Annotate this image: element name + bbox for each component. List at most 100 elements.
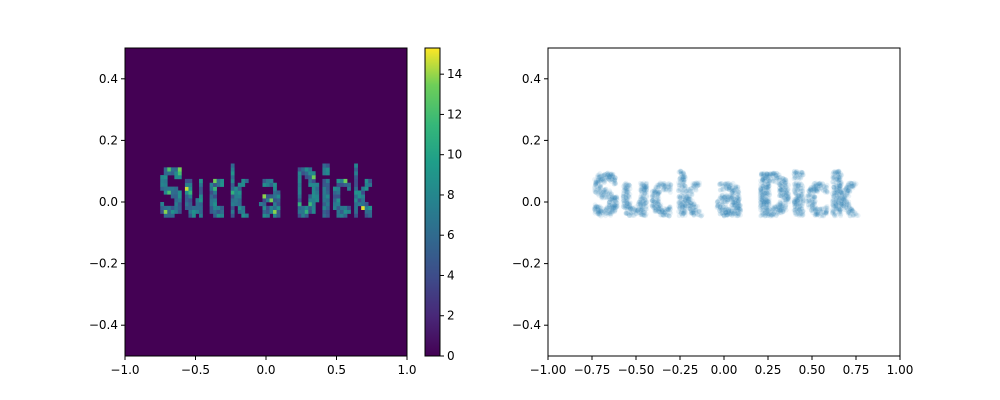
scatter-point <box>725 194 731 200</box>
heatmap-cell <box>325 167 330 172</box>
scatter-point <box>764 173 770 179</box>
scatter-point <box>776 204 781 210</box>
scatter-point <box>613 198 619 204</box>
heatmap-cell <box>325 213 330 218</box>
scatter-point <box>603 210 609 216</box>
scatter-point <box>684 200 690 206</box>
scatter-point <box>778 200 784 206</box>
scatter-point <box>655 204 661 210</box>
heatmap-cell <box>199 194 203 199</box>
scatter-point <box>655 199 661 204</box>
scatter-point <box>658 204 663 210</box>
scatter-point <box>803 195 809 201</box>
scatter-point <box>628 206 634 212</box>
scatter-point <box>655 191 661 197</box>
scatter-point <box>642 191 648 197</box>
scatter-point <box>598 176 604 182</box>
scatter-point <box>625 189 631 195</box>
heatmap-cell <box>354 213 358 218</box>
scatter-point <box>849 183 855 189</box>
scatter-point <box>715 203 721 209</box>
scatter-point <box>625 193 631 198</box>
scatter-point <box>625 200 631 205</box>
scatter-point <box>778 210 783 216</box>
scatter-point <box>809 203 815 209</box>
heatmap-cell <box>237 194 242 199</box>
scatter-point <box>691 201 697 207</box>
scatter-point <box>824 207 830 213</box>
scatter-point <box>833 200 839 205</box>
scatter-point <box>639 207 644 213</box>
scatter-point <box>780 209 786 215</box>
scatter-point <box>812 208 818 213</box>
scatter-point <box>609 209 615 215</box>
heatmap-cell <box>184 202 189 207</box>
scatter-point <box>682 205 687 210</box>
scatter-point <box>695 212 701 218</box>
scatter-point <box>839 197 845 203</box>
heatmap-cell <box>230 186 235 191</box>
scatter-point <box>668 210 674 216</box>
scatter-point <box>767 192 773 198</box>
scatter-point <box>600 206 606 212</box>
scatter-point <box>832 212 838 218</box>
scatter-point <box>607 199 613 205</box>
scatter-point <box>593 179 598 185</box>
scatter-point <box>595 211 601 217</box>
scatter-point <box>612 179 618 185</box>
scatter-point <box>836 203 842 209</box>
scatter-point <box>630 213 636 218</box>
scatter-point <box>831 208 837 214</box>
scatter-point <box>650 201 656 207</box>
scatter-point <box>812 194 818 199</box>
scatter-point <box>782 180 788 186</box>
scatter-point <box>727 183 732 189</box>
heatmap-cell <box>213 182 217 187</box>
heatmap-cell <box>297 190 302 195</box>
colorbar-tick-label: 6 <box>447 228 455 242</box>
scatter-point <box>607 173 613 179</box>
scatter-point <box>650 198 656 203</box>
scatter-point <box>605 172 611 178</box>
scatter-point <box>836 169 842 175</box>
scatter-point <box>629 213 634 218</box>
scatter-point <box>614 204 619 210</box>
heatmap-cell <box>216 205 221 210</box>
scatter-point <box>680 175 686 181</box>
scatter-point <box>649 189 655 195</box>
scatter-point <box>792 208 798 213</box>
heatmap-cell <box>163 213 168 218</box>
scatter-point <box>822 187 828 193</box>
scatter-point <box>607 196 612 202</box>
scatter-point <box>654 185 659 191</box>
scatter-point <box>773 206 779 212</box>
scatter-point <box>692 180 698 186</box>
scatter-point <box>638 194 643 200</box>
heatmap-cell <box>188 205 193 210</box>
scatter-point <box>694 180 699 186</box>
scatter-point <box>783 198 789 204</box>
scatter-point <box>605 210 610 216</box>
scatter-point <box>784 191 789 196</box>
scatter-point <box>834 190 840 196</box>
scatter-point <box>785 187 791 192</box>
scatter-point <box>681 170 686 176</box>
scatter-point <box>609 196 614 202</box>
heatmap-cell <box>262 209 267 214</box>
scatter-point <box>735 191 740 197</box>
heatmap-cell <box>336 209 341 214</box>
scatter-point <box>833 170 838 176</box>
scatter-point <box>847 205 853 211</box>
scatter-point <box>605 172 611 178</box>
scatter-point <box>719 201 725 207</box>
scatter-point <box>779 193 785 199</box>
scatter-point <box>796 206 802 212</box>
scatter-point <box>762 175 768 181</box>
colorbar-frame <box>424 47 441 357</box>
scatter-point <box>723 183 729 189</box>
scatter-point <box>780 201 786 207</box>
scatter-point <box>780 191 786 197</box>
scatter-point <box>813 211 819 217</box>
scatter-point <box>831 192 837 198</box>
scatter-point <box>808 187 813 193</box>
